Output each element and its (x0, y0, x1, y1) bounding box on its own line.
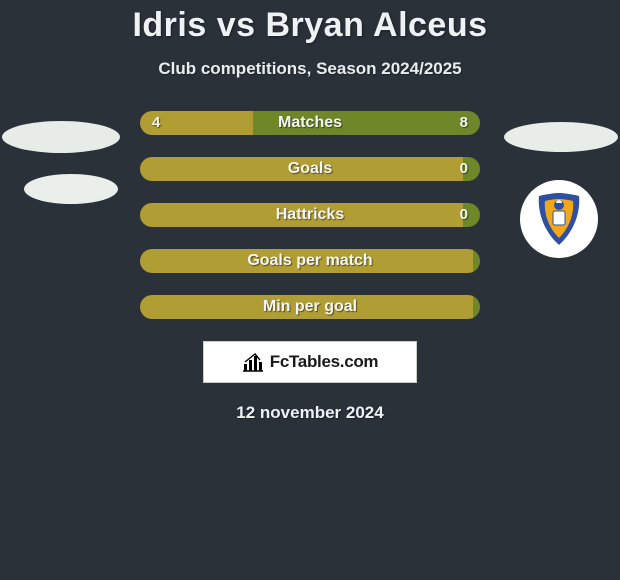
bar-label: Hattricks (140, 203, 480, 227)
bar-label: Matches (140, 111, 480, 135)
bar-label: Goals (140, 157, 480, 181)
page-title: Idris vs Bryan Alceus (0, 0, 620, 45)
bar-row-matches: 4 8 Matches (140, 111, 480, 135)
shield-icon (529, 189, 589, 249)
bar-label: Goals per match (140, 249, 480, 273)
bar-label: Min per goal (140, 295, 480, 319)
brand-text: FcTables.com (270, 352, 379, 372)
team-left-ellipse-1 (2, 121, 120, 153)
team-right-crest (520, 180, 598, 258)
bars-chart-icon (242, 352, 264, 372)
subtitle: Club competitions, Season 2024/2025 (0, 59, 620, 79)
bar-row-hattricks: 0 Hattricks (140, 203, 480, 227)
bar-row-goals-per-match: Goals per match (140, 249, 480, 273)
team-left-ellipse-2 (24, 174, 118, 204)
comparison-chart: Idris vs Bryan Alceus Club competitions,… (0, 0, 620, 580)
bars-container: 4 8 Matches 0 Goals 0 Hattricks Goals pe… (140, 111, 480, 319)
team-right-ellipse (504, 122, 618, 152)
bar-row-goals: 0 Goals (140, 157, 480, 181)
date-label: 12 november 2024 (0, 403, 620, 423)
brand-box: FcTables.com (203, 341, 417, 383)
bar-row-min-per-goal: Min per goal (140, 295, 480, 319)
